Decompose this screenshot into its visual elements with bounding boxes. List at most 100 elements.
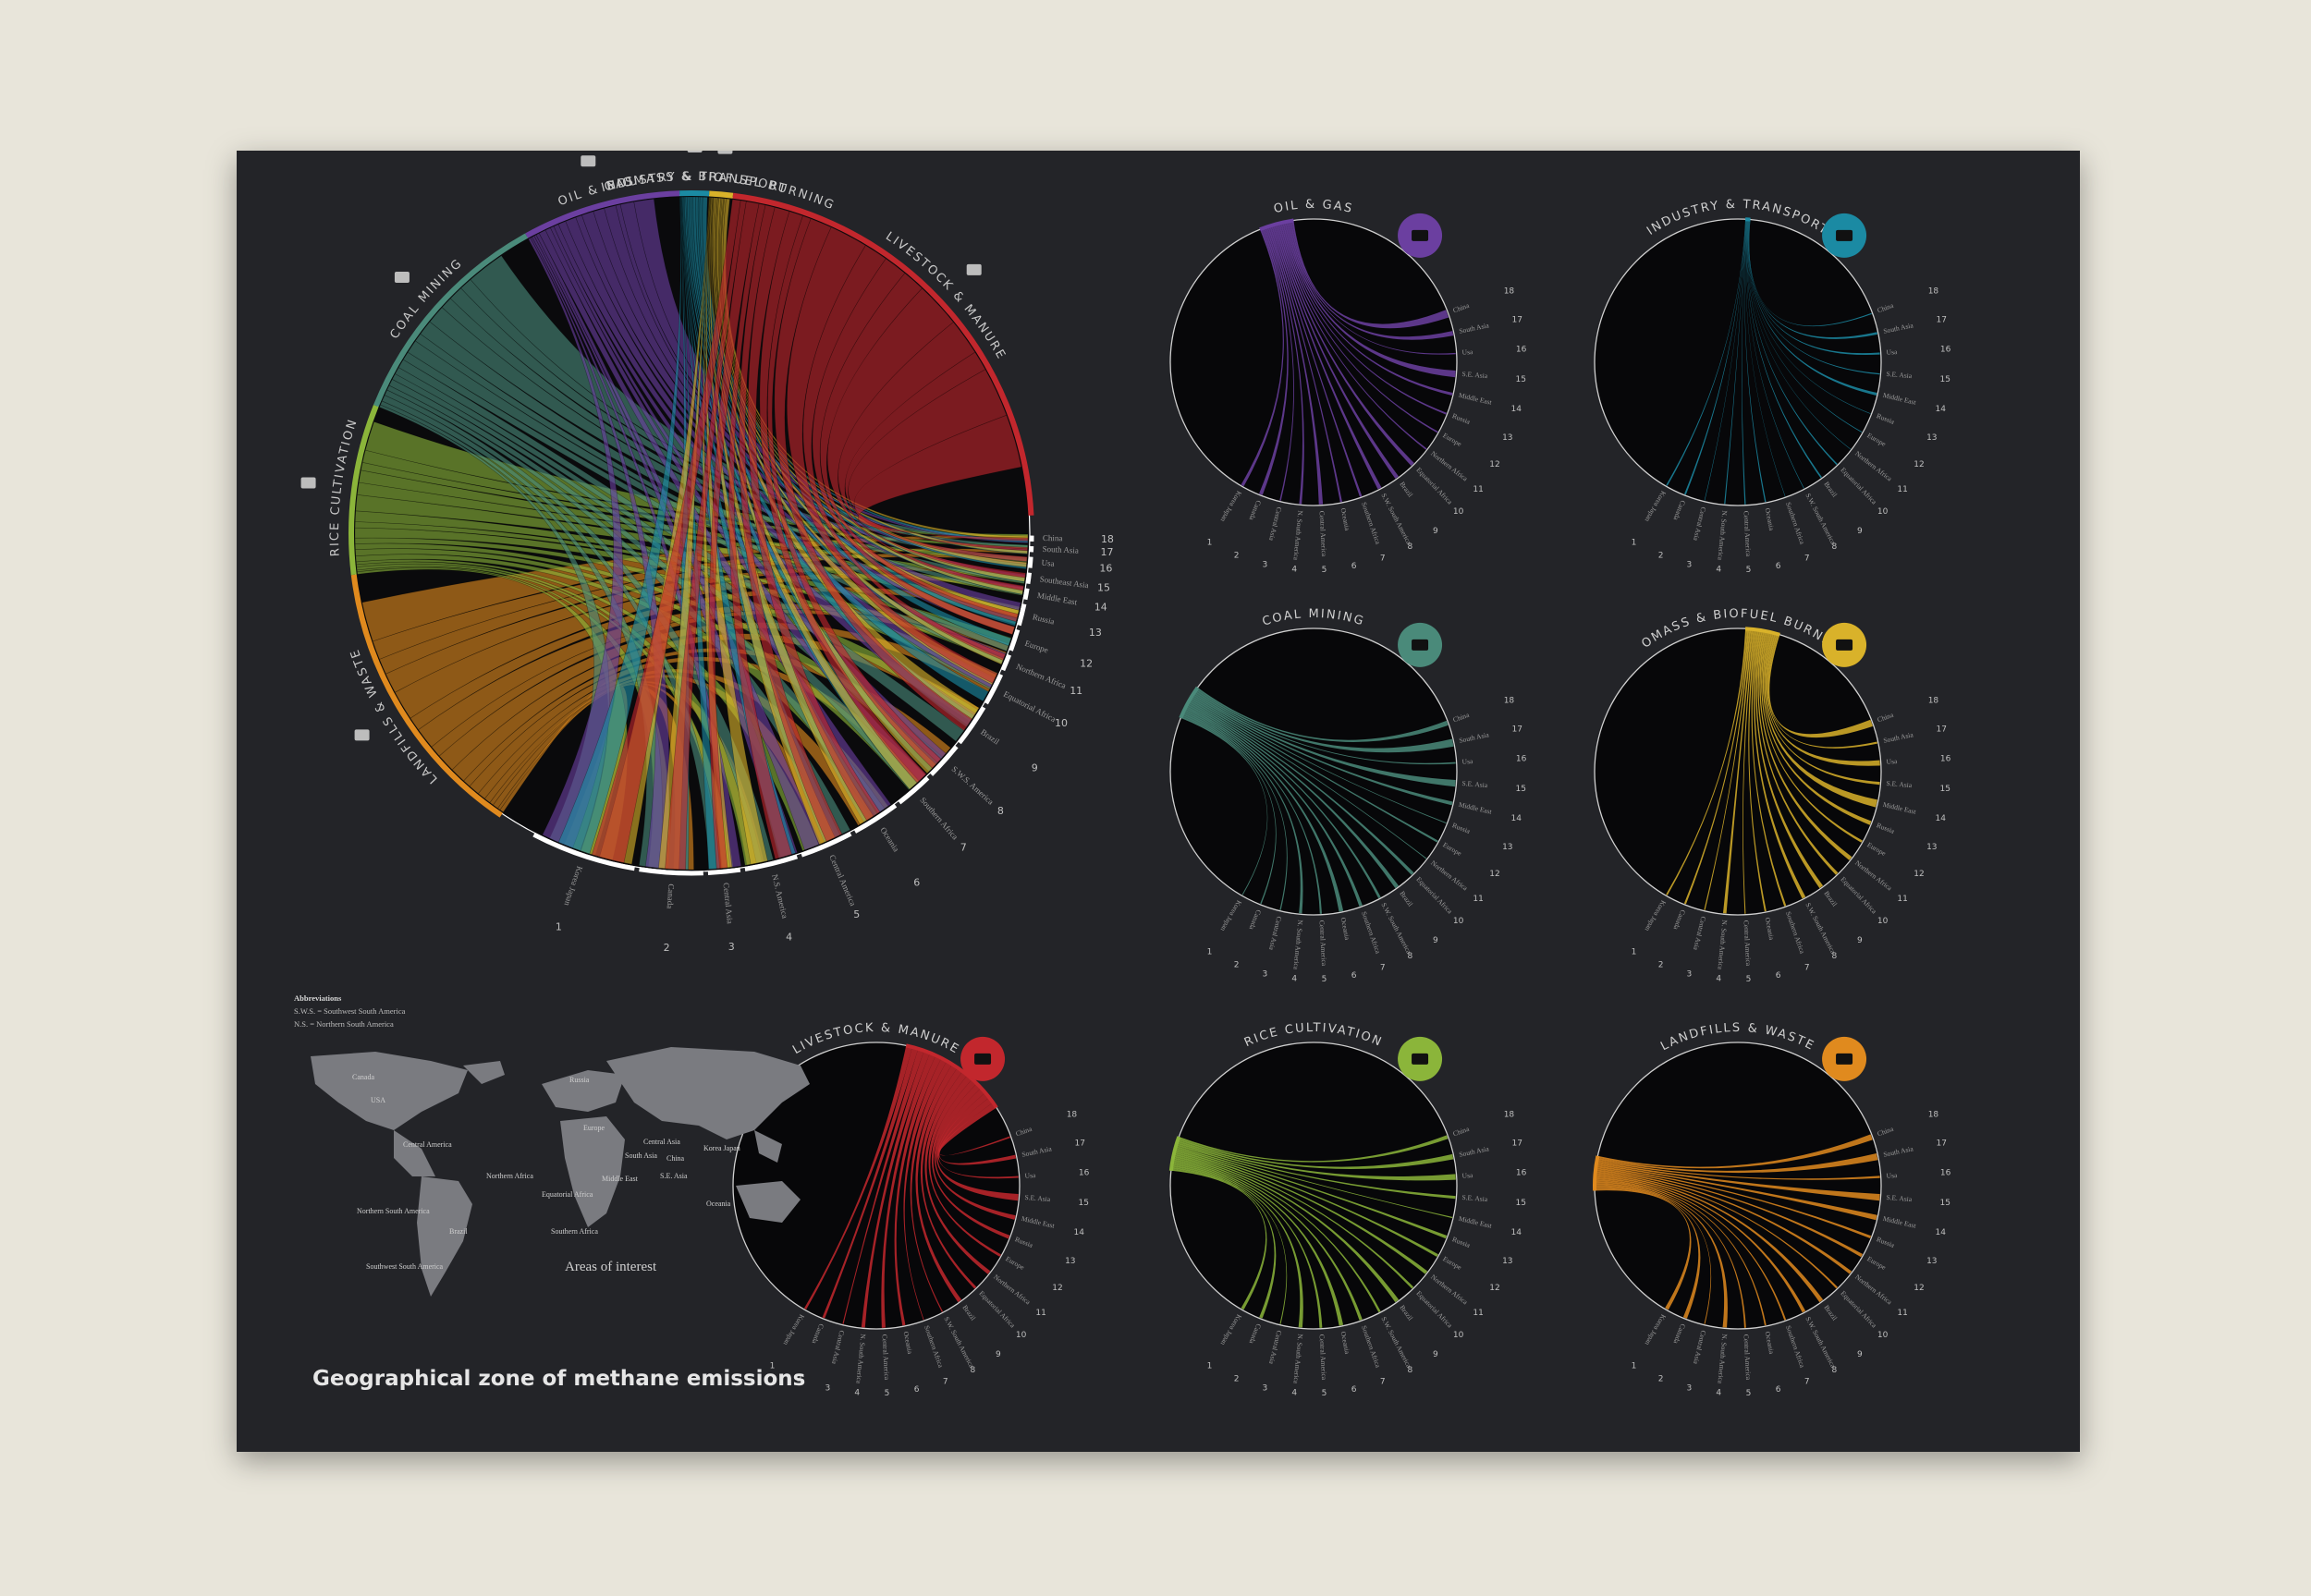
small-4-region-number-14: 15 bbox=[1079, 1199, 1089, 1208]
small-6-region-number-15: 16 bbox=[1940, 1169, 1951, 1178]
small-5-region-number-11: 12 bbox=[1489, 1284, 1499, 1293]
small-5-ribbon-5 bbox=[1173, 1159, 1344, 1326]
main-region-number-16: 17 bbox=[1101, 546, 1114, 558]
small-6-region-number-13: 14 bbox=[1936, 1228, 1947, 1237]
map-label-3: Northern South America bbox=[357, 1207, 430, 1215]
excavator-icon bbox=[354, 729, 370, 741]
main-region-label-17: China bbox=[1043, 533, 1063, 542]
small-5-ribbon-12 bbox=[1176, 1146, 1448, 1239]
small-4-source-arc bbox=[905, 1043, 998, 1109]
small-1-region-number-14: 15 bbox=[1940, 375, 1950, 384]
small-1-region-number-12: 13 bbox=[1926, 433, 1937, 443]
main-sector-arc-1 bbox=[348, 405, 379, 576]
main-region-label-5: Oceania bbox=[878, 825, 900, 853]
small-2-region-label-4: Central America bbox=[1318, 920, 1329, 967]
small-5-ribbon-13 bbox=[1177, 1144, 1453, 1219]
small-3-region-label-15: Usa bbox=[1886, 757, 1898, 766]
main-region-number-4: 5 bbox=[853, 908, 860, 920]
small-0-region-number-0: 1 bbox=[1207, 538, 1213, 547]
small-0-region-number-4: 5 bbox=[1322, 566, 1327, 575]
small-0-region-label-1: Canada bbox=[1247, 499, 1263, 522]
small-2-region-number-4: 5 bbox=[1322, 975, 1327, 984]
small-0-region-label-11: Europe bbox=[1441, 431, 1463, 448]
small-5-region-number-9: 10 bbox=[1453, 1331, 1464, 1340]
small-0-region-number-12: 13 bbox=[1502, 433, 1512, 443]
small-1-region-label-15: Usa bbox=[1886, 347, 1898, 357]
main-region-number-5: 6 bbox=[913, 876, 920, 888]
main-region-number-6: 7 bbox=[960, 841, 967, 853]
map-caption: Areas of interest bbox=[565, 1260, 657, 1274]
small-3-region-number-10: 11 bbox=[1897, 895, 1907, 904]
small-6-region-number-17: 18 bbox=[1928, 1111, 1939, 1120]
small-0-region-label-6: Southern Africa bbox=[1360, 501, 1383, 546]
small-6-region-label-6: Southern Africa bbox=[1784, 1324, 1807, 1370]
main-ribbon-3-10 bbox=[565, 216, 1007, 660]
small-2-source-arc bbox=[1179, 686, 1200, 719]
main-sector-arc-3 bbox=[525, 190, 680, 238]
small-4-region-number-1: 2 bbox=[797, 1374, 802, 1383]
small-4-region-label-11: Europe bbox=[1004, 1254, 1026, 1272]
small-3-region-label-16: South Asia bbox=[1883, 730, 1915, 745]
small-5-ribbon-17 bbox=[1179, 1135, 1449, 1163]
small-1-region-number-11: 12 bbox=[1914, 460, 1924, 469]
map-landmass-1 bbox=[394, 1130, 435, 1176]
small-4-region-number-15: 16 bbox=[1079, 1169, 1090, 1178]
main-sector-arc-2 bbox=[373, 233, 529, 408]
main-region-label-10: Northern Africa bbox=[1015, 662, 1068, 690]
small-3-region-number-11: 12 bbox=[1914, 870, 1924, 879]
small-4-ribbon-5 bbox=[894, 1055, 941, 1326]
small-5-region-number-17: 18 bbox=[1504, 1111, 1515, 1120]
small-0-region-number-2: 3 bbox=[1262, 560, 1267, 569]
small-4-region-number-9: 10 bbox=[1016, 1331, 1027, 1340]
small-3-region-number-17: 18 bbox=[1928, 697, 1939, 706]
small-5-region-number-10: 11 bbox=[1473, 1309, 1483, 1318]
small-1-region-label-6: Southern Africa bbox=[1784, 501, 1807, 546]
small-5-region-label-15: Usa bbox=[1461, 1171, 1473, 1180]
small-5-icon-glyph bbox=[1412, 1053, 1429, 1065]
main-sector-arc-6 bbox=[732, 192, 1034, 516]
small-3-source-arc bbox=[1744, 627, 1780, 637]
small-3-region-label-6: Southern Africa bbox=[1784, 910, 1807, 956]
small-1-region-label-0: Korea Japan bbox=[1644, 490, 1669, 524]
small-0-region-number-15: 16 bbox=[1516, 346, 1527, 355]
small-1-region-number-0: 1 bbox=[1632, 538, 1637, 547]
map-label-12: Middle East bbox=[602, 1175, 639, 1183]
small-2-region-label-6: Southern Africa bbox=[1360, 910, 1383, 956]
small-0-region-number-3: 4 bbox=[1291, 566, 1297, 575]
small-0-ribbon-1 bbox=[1259, 228, 1289, 495]
small-5-region-label-2: Central Asia bbox=[1267, 1330, 1284, 1366]
small-3-region-number-12: 13 bbox=[1926, 843, 1937, 852]
small-2-region-label-2: Central Asia bbox=[1267, 916, 1284, 952]
small-0-region-label-4: Central America bbox=[1318, 511, 1329, 557]
main-ribbon-2-3 bbox=[384, 389, 774, 864]
small-4-region-number-10: 11 bbox=[1035, 1309, 1045, 1318]
small-chord-bg-0 bbox=[1169, 218, 1458, 506]
small-4-ribbon-7 bbox=[910, 1061, 952, 1312]
small-4-ribbon-8 bbox=[915, 1065, 962, 1303]
world-map: Canada USA Central America Northern South A… bbox=[311, 1047, 810, 1297]
small-2-region-label-15: Usa bbox=[1461, 757, 1473, 766]
small-2-region-number-11: 12 bbox=[1489, 870, 1499, 879]
small-3-region-number-13: 14 bbox=[1936, 814, 1947, 823]
small-2-region-number-0: 1 bbox=[1207, 947, 1213, 956]
main-ribbon-3-7 bbox=[550, 225, 947, 763]
small-5-region-number-12: 13 bbox=[1502, 1257, 1512, 1266]
main-region-arc-11 bbox=[1009, 628, 1021, 652]
small-chord-bg-2 bbox=[1169, 627, 1458, 916]
small-1-region-label-17: China bbox=[1876, 301, 1895, 315]
main-ribbon-6-1 bbox=[665, 200, 747, 871]
small-1-region-number-8: 9 bbox=[1857, 527, 1863, 536]
small-6-region-number-3: 4 bbox=[1716, 1389, 1721, 1398]
small-5-region-label-13: Middle East bbox=[1458, 1214, 1493, 1230]
small-1-region-number-5: 6 bbox=[1776, 562, 1781, 571]
small-4-region-label-3: N. South America bbox=[854, 1334, 867, 1384]
ship-icon bbox=[687, 151, 703, 153]
small-4-region-label-7: S.W. South America bbox=[942, 1315, 976, 1370]
small-5-region-label-9: Equatorial Africa bbox=[1414, 1289, 1454, 1330]
small-5-region-number-15: 16 bbox=[1516, 1169, 1527, 1178]
small-0-region-label-15: Usa bbox=[1461, 347, 1473, 357]
small-6-region-number-6: 7 bbox=[1804, 1378, 1810, 1387]
small-5-region-label-6: Southern Africa bbox=[1360, 1324, 1383, 1370]
main-region-number-1: 2 bbox=[664, 942, 670, 954]
cow-icon bbox=[966, 263, 982, 275]
